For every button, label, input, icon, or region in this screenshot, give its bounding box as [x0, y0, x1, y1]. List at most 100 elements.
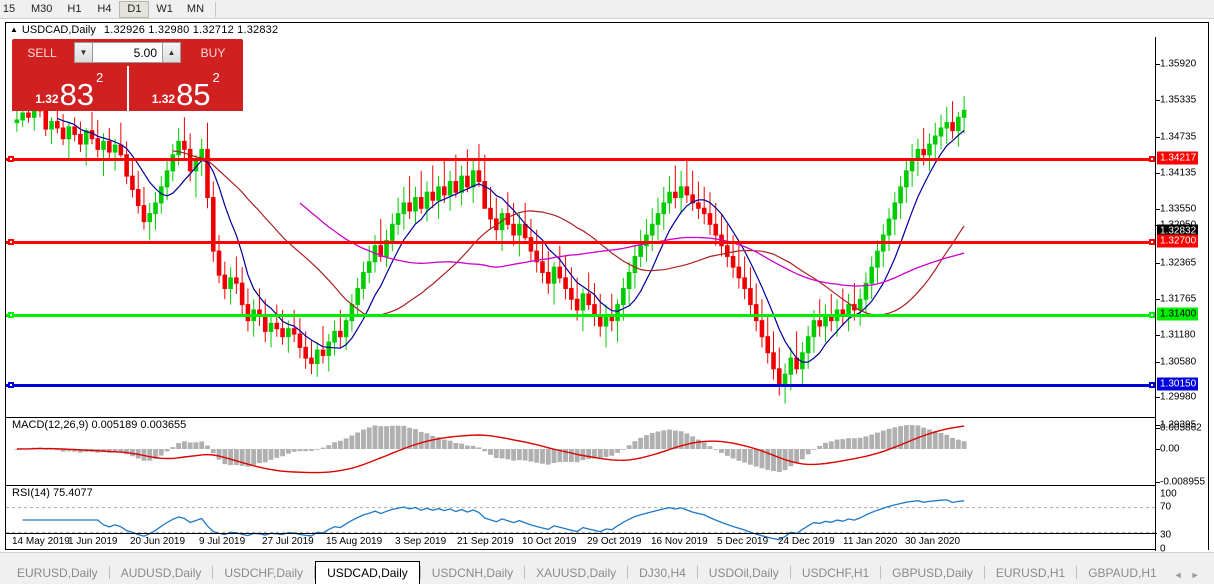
macd-histogram-bar — [799, 449, 805, 460]
candlestick — [89, 111, 95, 145]
price-axis-tick — [1156, 425, 1160, 426]
level-handle-right[interactable] — [1149, 312, 1155, 318]
buy-button[interactable]: BUY — [183, 39, 243, 66]
price-level-line-resistance-upper[interactable] — [6, 156, 1157, 162]
symbol-tab-gbpusd-daily[interactable]: GBPUSD,Daily — [892, 566, 973, 580]
macd-histogram-bar — [932, 431, 938, 449]
ask-price-fraction: 2 — [212, 70, 220, 85]
candlestick — [170, 144, 176, 182]
date-axis-label: 15 Aug 2019 — [326, 536, 383, 547]
symbol-tab-dj30-h4[interactable]: DJ30,H4 — [639, 566, 686, 580]
price-axis-badge-1-34217[interactable]: 1.34217 — [1157, 151, 1199, 165]
symbol-tab-xauusd-daily[interactable]: XAUUSD,Daily — [536, 566, 617, 580]
timeframe-button-h1[interactable]: H1 — [67, 3, 82, 15]
timeframe-button-mn[interactable]: MN — [186, 3, 205, 15]
macd-histogram-bar — [713, 449, 719, 450]
price-axis[interactable]: 1.359201.353351.347351.341351.335501.329… — [1155, 37, 1208, 555]
macd-histogram-bar — [886, 428, 892, 449]
date-axis[interactable]: 14 May 2019 1 Jun 2019 20 Jun 2019 9 Jul 20… — [6, 533, 1157, 549]
symbol-tab-gbpaud-h1[interactable]: GBPAUD,H1 — [1088, 566, 1157, 580]
candlestick — [528, 218, 534, 262]
price-level-line-resistance-lower[interactable] — [6, 239, 1157, 245]
symbol-tab-eurusd-daily[interactable]: EURUSD,Daily — [17, 566, 98, 580]
sell-button[interactable]: SELL — [12, 39, 72, 66]
macd-histogram-bar — [875, 432, 880, 449]
price-axis-badge-1-32832[interactable]: 1.32832 — [1157, 224, 1199, 238]
candlestick — [14, 110, 20, 132]
level-handle-left[interactable] — [8, 312, 14, 318]
symbol-tab-audusd-daily[interactable]: AUDUSD,Daily — [120, 566, 202, 580]
macd-scale-tick — [1156, 482, 1160, 483]
macd-histogram-bar — [251, 449, 257, 465]
macd-histogram-bar — [840, 439, 846, 449]
macd-histogram-bar — [898, 426, 904, 449]
symbol-tab-usdchf-h1[interactable]: USDCHF,H1 — [801, 566, 870, 580]
price-axis-badge-1-30150[interactable]: 1.30150 — [1157, 377, 1199, 391]
timeframe-button-h4[interactable]: H4 — [97, 3, 112, 15]
macd-histogram-bar — [955, 439, 961, 449]
macd-histogram-bar — [199, 441, 205, 449]
symbol-tab-usdoil-daily[interactable]: USDOil,Daily — [708, 566, 779, 580]
price-axis-tick — [1156, 299, 1160, 300]
symbol-tab-eurusd-h1[interactable]: EURUSD,H1 — [995, 566, 1066, 580]
candlestick — [574, 277, 580, 321]
chart-ohlc-values: 1.32926 1.32980 1.32712 1.32832 — [103, 24, 279, 36]
candlestick — [823, 304, 828, 343]
tab-scroll-next-icon[interactable]: ► — [1190, 570, 1200, 580]
chart-symbol-label: USDCAD,Daily — [21, 24, 96, 36]
ask-price-prefix: 1.32 — [151, 92, 176, 106]
level-handle-right[interactable] — [1149, 156, 1155, 162]
bid-price-cell[interactable]: 1.32 83 2 — [12, 66, 127, 111]
macd-histogram-bar — [551, 449, 557, 463]
candlestick — [251, 299, 256, 337]
volume-decrease-button[interactable]: ▼ — [74, 42, 93, 63]
price-level-line-support-green[interactable] — [6, 312, 1157, 318]
price-axis-label: 1.34735 — [1160, 131, 1197, 143]
candlestick — [684, 160, 690, 203]
timeframe-button-m30[interactable]: M30 — [31, 3, 53, 15]
price-axis-badge-1-32700[interactable]: 1.32700 — [1157, 234, 1199, 248]
timeframe-button-15[interactable]: 15 — [2, 3, 16, 15]
price-axis-tick — [1156, 362, 1160, 363]
symbol-tab-usdcad-daily[interactable]: USDCAD,Daily — [315, 561, 420, 584]
macd-histogram-bar — [938, 432, 944, 449]
candlestick — [297, 317, 303, 359]
level-handle-left[interactable] — [8, 239, 14, 245]
candlestick — [655, 197, 661, 241]
chart-collapse-caret[interactable]: ▲ — [10, 24, 18, 34]
macd-histogram-bar — [412, 429, 418, 449]
macd-histogram-bar — [534, 449, 540, 463]
macd-histogram-bar — [586, 449, 592, 460]
price-level-line-support-blue[interactable] — [6, 382, 1157, 388]
symbol-tab-usdchf-daily[interactable]: USDCHF,Daily — [224, 566, 304, 580]
bid-price-prefix: 1.32 — [35, 92, 59, 106]
level-handle-left[interactable] — [8, 382, 14, 388]
macd-histogram-bar — [747, 449, 753, 465]
price-axis-label: 1.34135 — [1160, 167, 1197, 179]
macd-histogram-bar — [927, 429, 932, 449]
level-handle-right[interactable] — [1149, 239, 1155, 245]
candlestick — [517, 213, 522, 257]
macd-scale-tick — [1156, 428, 1160, 429]
symbol-tab-usdcnh-daily[interactable]: USDCNH,Daily — [431, 566, 514, 580]
candlestick — [609, 293, 615, 332]
macd-histogram-bar — [193, 442, 199, 449]
timeframe-button-w1[interactable]: W1 — [156, 3, 173, 15]
price-axis-badge-1-31400[interactable]: 1.31400 — [1157, 307, 1199, 321]
ask-price-cell[interactable]: 1.32 85 2 — [128, 66, 243, 111]
macd-histogram-bar — [701, 442, 707, 449]
volume-increase-button[interactable]: ▲ — [162, 42, 181, 63]
candlestick — [476, 144, 482, 187]
timeframe-button-d1[interactable]: D1 — [119, 0, 150, 18]
macd-histogram-bar — [574, 449, 580, 463]
macd-histogram-bar — [696, 439, 701, 449]
level-handle-right[interactable] — [1149, 382, 1155, 388]
candlestick — [863, 272, 869, 316]
volume-input[interactable]: 5.00 — [93, 42, 162, 63]
tab-scroll-prev-icon[interactable]: ◄ — [1173, 570, 1183, 580]
macd-histogram-bar — [407, 427, 413, 449]
date-axis-label: 10 Oct 2019 — [522, 536, 577, 547]
level-handle-left[interactable] — [8, 156, 14, 162]
candlestick — [193, 154, 199, 198]
macd-histogram-bar — [597, 449, 603, 459]
